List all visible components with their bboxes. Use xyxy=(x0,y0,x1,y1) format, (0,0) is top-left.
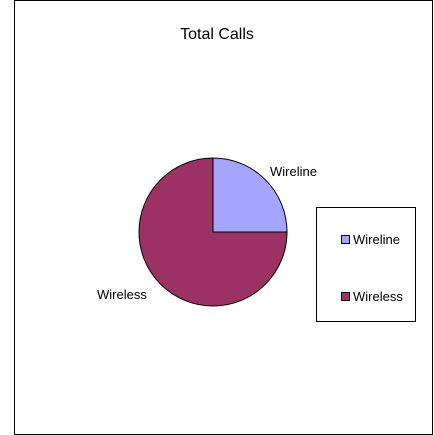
legend-swatch-wireline xyxy=(341,235,350,244)
legend-item-wireline: Wireline xyxy=(341,232,400,247)
pie-slice-wireline xyxy=(212,157,288,233)
legend-item-wireless: Wireless xyxy=(341,289,403,304)
slice-label-wireless: Wireless xyxy=(97,287,147,302)
legend: Wireline Wireless xyxy=(316,207,416,322)
legend-label-wireless: Wireless xyxy=(353,289,403,304)
legend-swatch-wireless xyxy=(341,292,350,301)
pie-slice-wireless xyxy=(138,157,288,307)
chart-title: Total Calls xyxy=(180,26,254,43)
legend-label-wireline: Wireline xyxy=(353,232,400,247)
slice-label-wireline: Wireline xyxy=(270,164,317,179)
